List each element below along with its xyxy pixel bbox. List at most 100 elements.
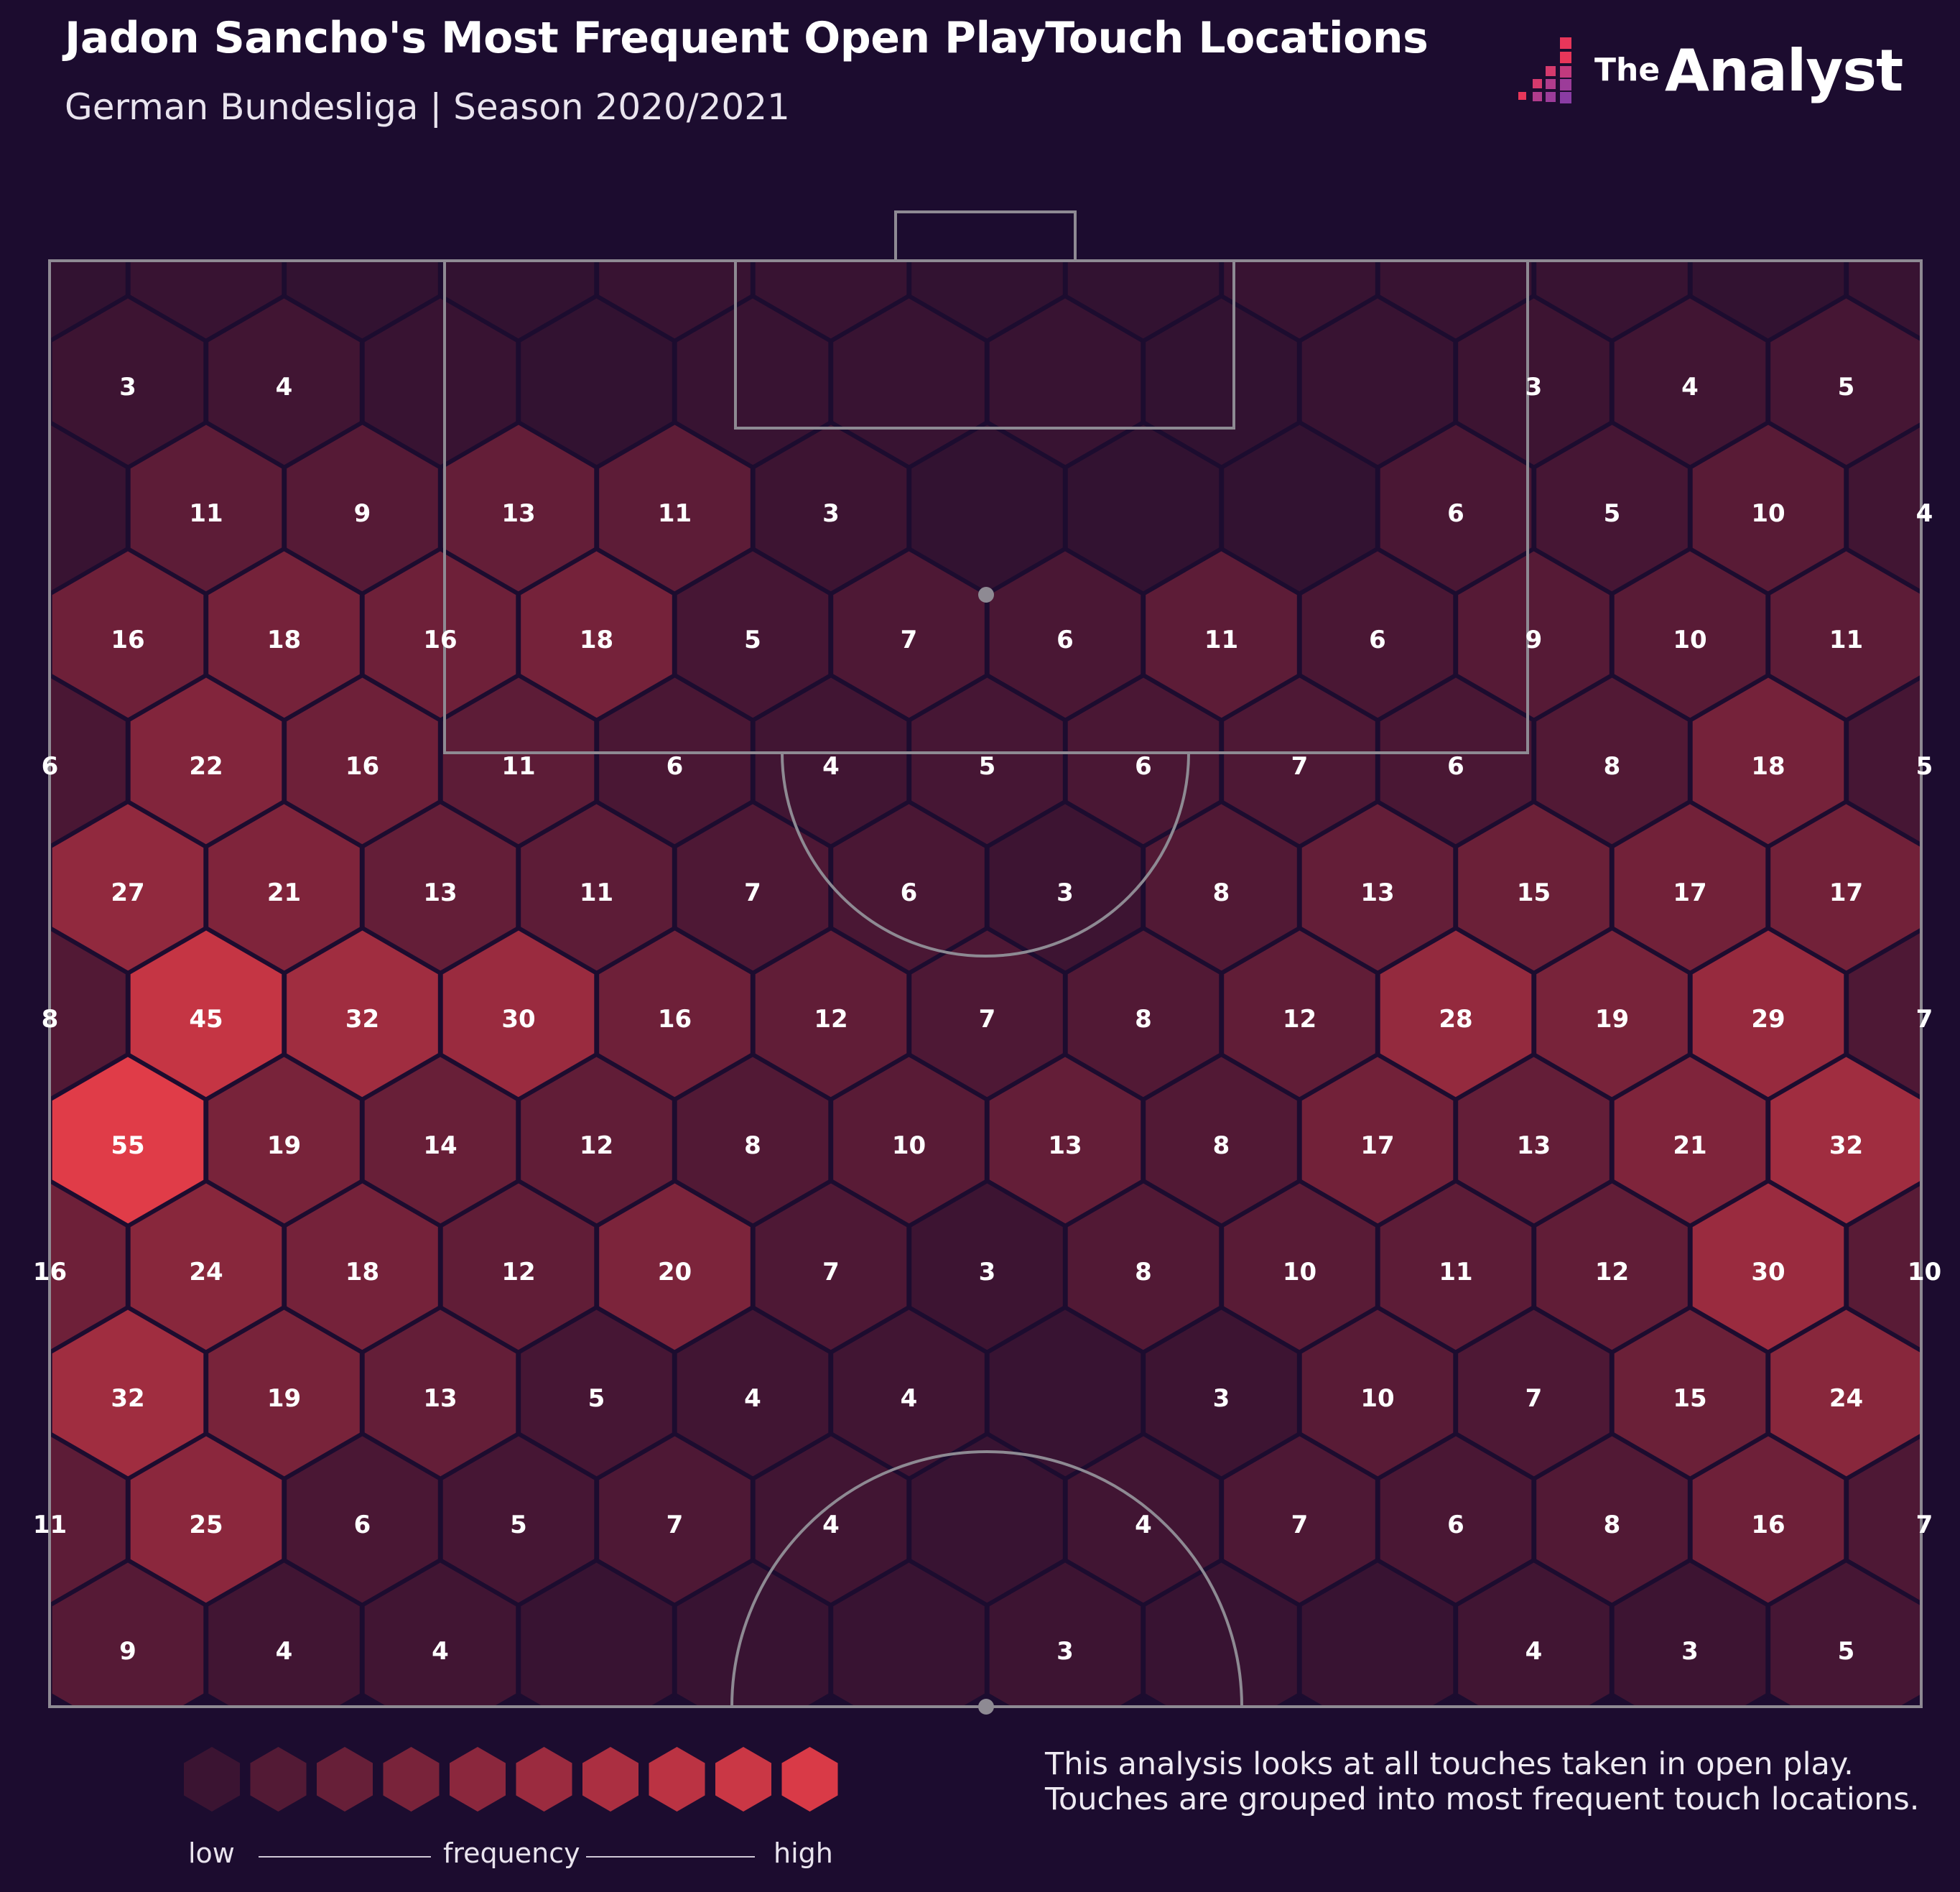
hex-value-label: 13 <box>1360 878 1394 907</box>
center-circle <box>730 1450 1243 1707</box>
hex-value-label: 4 <box>1916 499 1933 528</box>
hex-value-label: 4 <box>276 373 293 402</box>
hex-value-label: 15 <box>1517 878 1551 907</box>
hex-value-label: 4 <box>822 1511 840 1539</box>
legend-hex <box>516 1747 572 1812</box>
legend-hex <box>781 1747 838 1812</box>
hex-value-label: 20 <box>658 1258 692 1286</box>
hex-value-label: 19 <box>1595 1005 1629 1034</box>
hex-value-label: 6 <box>42 752 59 781</box>
hex-value-label: 9 <box>119 1637 136 1666</box>
hex-value-label: 24 <box>1829 1384 1863 1413</box>
hex-value-label: 8 <box>1604 752 1621 781</box>
hex-value-label: 13 <box>423 878 457 907</box>
hex-value-label: 11 <box>658 499 692 528</box>
hex-value-label: 4 <box>901 1384 918 1413</box>
legend-hex <box>317 1747 373 1812</box>
hex-value-label: 18 <box>1751 752 1785 781</box>
chart-title: Jadon Sancho's Most Frequent Open PlayTo… <box>65 13 1429 63</box>
hex-value-label: 5 <box>588 1384 605 1413</box>
hex-value-label: 5 <box>1838 373 1855 402</box>
footnote: This analysis looks at all touches taken… <box>1045 1746 1920 1817</box>
hex-cell <box>1844 422 1921 603</box>
hex-value-label: 21 <box>1673 1131 1706 1160</box>
hex-value-label: 16 <box>33 1258 67 1286</box>
legend-low: low <box>188 1837 235 1869</box>
analyst-logo-icon <box>1518 37 1571 103</box>
hex-value-label: 7 <box>1916 1005 1933 1034</box>
legend-hex <box>450 1747 506 1812</box>
hex-value-label: 30 <box>1751 1258 1785 1286</box>
hex-value-label: 29 <box>1751 1005 1785 1034</box>
hex-value-label: 7 <box>1291 752 1309 781</box>
legend-mid: frequency <box>443 1837 580 1869</box>
legend-line-right <box>586 1856 755 1858</box>
hex-value-label: 8 <box>744 1131 761 1160</box>
hex-value-label: 6 <box>1447 752 1464 781</box>
hex-value-label: 22 <box>189 752 223 781</box>
legend-hex <box>582 1747 638 1812</box>
hex-value-label: 4 <box>432 1637 449 1666</box>
hex-value-label: 9 <box>1525 626 1543 654</box>
legend-hexes <box>184 1747 838 1812</box>
hex-value-label: 7 <box>744 878 761 907</box>
hex-value-label: 12 <box>1283 1005 1316 1034</box>
center-spot <box>978 1699 994 1715</box>
hex-value-label: 24 <box>189 1258 223 1286</box>
hex-value-label: 4 <box>822 752 840 781</box>
hex-cell <box>1844 1433 1921 1614</box>
hex-value-label: 45 <box>189 1005 223 1034</box>
hex-value-label: 12 <box>580 1131 613 1160</box>
hex-value-label: 21 <box>267 878 301 907</box>
hex-value-label: 55 <box>111 1131 144 1160</box>
hex-value-label: 16 <box>658 1005 692 1034</box>
hex-value-label: 13 <box>423 1384 457 1413</box>
hex-value-label: 7 <box>1525 1384 1543 1413</box>
hex-cell <box>1844 674 1921 855</box>
legend-hex <box>383 1747 440 1812</box>
hex-value-label: 5 <box>1604 499 1621 528</box>
penalty-arc <box>781 752 1190 957</box>
chart-subtitle: German Bundesliga | Season 2020/2021 <box>65 86 790 128</box>
hex-value-label: 3 <box>1213 1384 1230 1413</box>
hex-value-label: 18 <box>267 626 301 654</box>
hex-value-label: 5 <box>510 1511 527 1539</box>
hex-value-label: 18 <box>345 1258 379 1286</box>
hex-value-label: 14 <box>423 1131 457 1160</box>
hex-value-label: 11 <box>1439 1258 1472 1286</box>
hex-value-label: 11 <box>1204 626 1238 654</box>
hex-cell <box>1766 1557 1921 1707</box>
hex-value-label: 6 <box>1056 626 1074 654</box>
hex-value-label: 9 <box>354 499 371 528</box>
hex-value-label: 32 <box>345 1005 379 1034</box>
hex-cell <box>1844 927 1921 1108</box>
hex-value-label: 8 <box>1213 878 1230 907</box>
hex-value-label: 16 <box>423 626 457 654</box>
legend-hex <box>184 1747 240 1812</box>
six-yard-box <box>734 259 1235 430</box>
hex-value-label: 8 <box>1213 1131 1230 1160</box>
legend-line-left <box>259 1856 431 1858</box>
hex-value-label: 16 <box>111 626 144 654</box>
pitch-lines <box>48 210 1923 1715</box>
hex-value-label: 10 <box>1908 1258 1941 1286</box>
legend-hex <box>250 1747 307 1812</box>
hex-value-label: 19 <box>267 1384 301 1413</box>
hex-value-label: 12 <box>814 1005 847 1034</box>
hex-cell <box>1844 261 1921 350</box>
hex-value-label: 16 <box>1751 1511 1785 1539</box>
hex-value-label: 12 <box>501 1258 535 1286</box>
penalty-spot <box>978 587 994 603</box>
hex-value-label: 11 <box>1829 626 1863 654</box>
hex-value-label: 17 <box>1829 878 1863 907</box>
hex-value-label: 17 <box>1673 878 1706 907</box>
hex-value-label: 16 <box>345 752 379 781</box>
hex-value-label: 7 <box>901 626 918 654</box>
hex-value-label: 10 <box>892 1131 926 1160</box>
hex-value-label: 7 <box>1916 1511 1933 1539</box>
hex-value-label: 11 <box>501 752 535 781</box>
legend-hex <box>715 1747 771 1812</box>
hex-value-label: 17 <box>1360 1131 1394 1160</box>
hex-value-label: 19 <box>267 1131 301 1160</box>
